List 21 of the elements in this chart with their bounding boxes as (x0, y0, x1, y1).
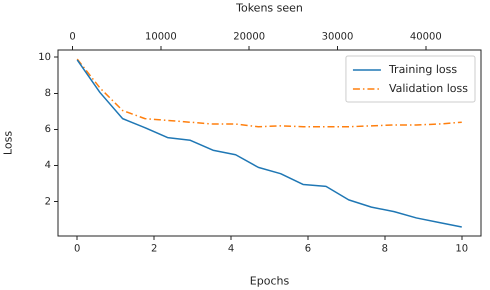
legend-label: Validation loss (388, 82, 468, 95)
x-tick-label: 10 (455, 244, 468, 255)
x2-tick-label: 40000 (410, 32, 442, 43)
x-axis-title: Epochs (250, 274, 290, 288)
x2-axis-title: Tokens seen (235, 1, 303, 14)
x-tick-label: 8 (382, 244, 388, 255)
x-tick-label: 4 (228, 244, 234, 255)
y-tick-label: 6 (44, 124, 51, 136)
y-tick-label: 4 (44, 160, 51, 172)
y-axis-title: Loss (1, 130, 14, 156)
x2-tick-label: 0 (69, 32, 76, 43)
legend-label: Training loss (388, 62, 458, 76)
x-tick-label: 0 (74, 244, 80, 255)
y-tick-label: 2 (44, 196, 51, 208)
x-tick-label: 6 (304, 244, 312, 255)
x2-tick-label: 10000 (144, 32, 177, 43)
x2-tick-label: 20000 (233, 32, 266, 43)
y-tick-label: 8 (44, 88, 51, 99)
x-tick-label: 2 (150, 244, 158, 255)
y-tick-label: 10 (38, 52, 51, 63)
x2-tick-label: 30000 (322, 32, 354, 43)
